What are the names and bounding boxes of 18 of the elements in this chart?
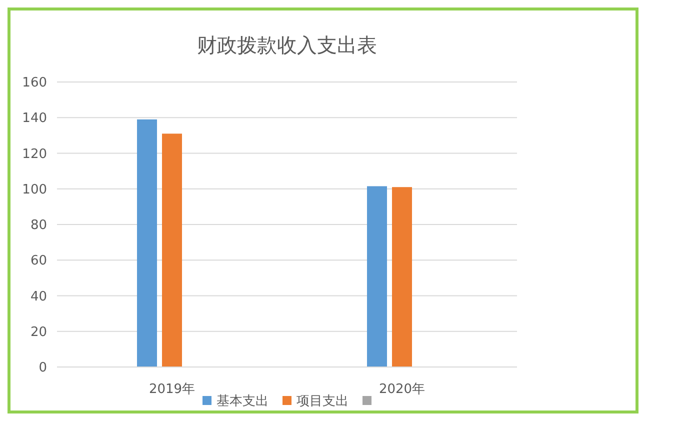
chart-title: 财政拨款收入支出表 bbox=[197, 33, 377, 57]
x-tick-label: 2019年 bbox=[148, 382, 196, 397]
y-tick-label: 40 bbox=[30, 289, 47, 304]
y-tick-label: 140 bbox=[22, 111, 47, 126]
x-tick-label: 2020年 bbox=[378, 382, 426, 397]
bar bbox=[392, 187, 412, 367]
y-tick-label: 60 bbox=[30, 254, 47, 269]
bar bbox=[367, 186, 387, 367]
y-tick-label: 80 bbox=[30, 218, 47, 233]
legend-label: 基本支出 bbox=[216, 394, 268, 409]
bar bbox=[137, 119, 157, 367]
y-tick-label: 0 bbox=[38, 360, 47, 376]
y-tick-label: 120 bbox=[22, 146, 47, 162]
legend-label: 项目支出 bbox=[296, 394, 348, 409]
y-tick-label: 20 bbox=[30, 324, 47, 340]
bar bbox=[162, 134, 182, 367]
y-tick-label: 160 bbox=[22, 76, 47, 90]
y-tick-label: 100 bbox=[22, 182, 47, 198]
